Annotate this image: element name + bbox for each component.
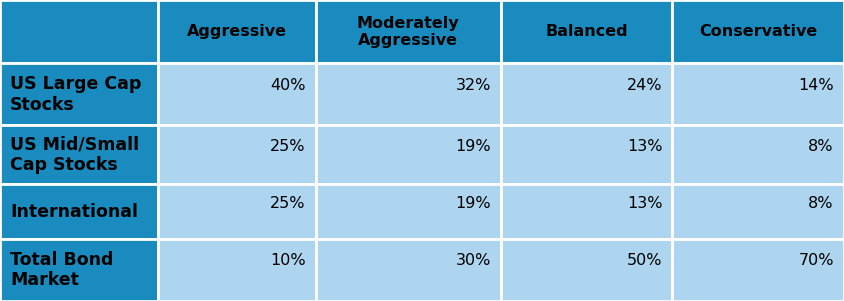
FancyBboxPatch shape — [316, 64, 500, 126]
FancyBboxPatch shape — [0, 185, 158, 239]
FancyBboxPatch shape — [673, 0, 844, 64]
FancyBboxPatch shape — [316, 0, 500, 64]
FancyBboxPatch shape — [158, 239, 316, 301]
FancyBboxPatch shape — [500, 64, 673, 126]
FancyBboxPatch shape — [0, 126, 158, 185]
Text: US Mid/Small
Cap Stocks: US Mid/Small Cap Stocks — [10, 135, 139, 174]
Text: US Large Cap
Stocks: US Large Cap Stocks — [10, 75, 142, 114]
FancyBboxPatch shape — [158, 0, 316, 64]
Text: International: International — [10, 203, 138, 221]
Text: 24%: 24% — [627, 78, 663, 93]
FancyBboxPatch shape — [673, 185, 844, 239]
Text: 25%: 25% — [270, 138, 306, 154]
FancyBboxPatch shape — [0, 239, 158, 301]
FancyBboxPatch shape — [500, 0, 673, 64]
Text: 8%: 8% — [809, 138, 834, 154]
FancyBboxPatch shape — [158, 64, 316, 126]
FancyBboxPatch shape — [500, 239, 673, 301]
Text: 13%: 13% — [627, 196, 663, 211]
Text: 32%: 32% — [456, 78, 490, 93]
Text: 19%: 19% — [455, 138, 490, 154]
FancyBboxPatch shape — [0, 0, 158, 64]
FancyBboxPatch shape — [316, 185, 500, 239]
FancyBboxPatch shape — [158, 185, 316, 239]
Text: Balanced: Balanced — [545, 24, 628, 39]
Text: 14%: 14% — [798, 78, 834, 93]
FancyBboxPatch shape — [673, 64, 844, 126]
FancyBboxPatch shape — [673, 239, 844, 301]
Text: 30%: 30% — [456, 253, 490, 268]
Text: 50%: 50% — [627, 253, 663, 268]
FancyBboxPatch shape — [316, 239, 500, 301]
FancyBboxPatch shape — [158, 126, 316, 185]
Text: Moderately
Aggressive: Moderately Aggressive — [357, 16, 460, 48]
Text: 13%: 13% — [627, 138, 663, 154]
FancyBboxPatch shape — [500, 185, 673, 239]
Text: Conservative: Conservative — [699, 24, 817, 39]
Text: Total Bond
Market: Total Bond Market — [10, 251, 113, 290]
Text: 70%: 70% — [798, 253, 834, 268]
Text: 40%: 40% — [270, 78, 306, 93]
Text: 8%: 8% — [809, 196, 834, 211]
FancyBboxPatch shape — [673, 126, 844, 185]
Text: 10%: 10% — [270, 253, 306, 268]
FancyBboxPatch shape — [316, 126, 500, 185]
Text: 25%: 25% — [270, 196, 306, 211]
FancyBboxPatch shape — [0, 64, 158, 126]
Text: 19%: 19% — [455, 196, 490, 211]
FancyBboxPatch shape — [500, 126, 673, 185]
Text: Aggressive: Aggressive — [187, 24, 287, 39]
